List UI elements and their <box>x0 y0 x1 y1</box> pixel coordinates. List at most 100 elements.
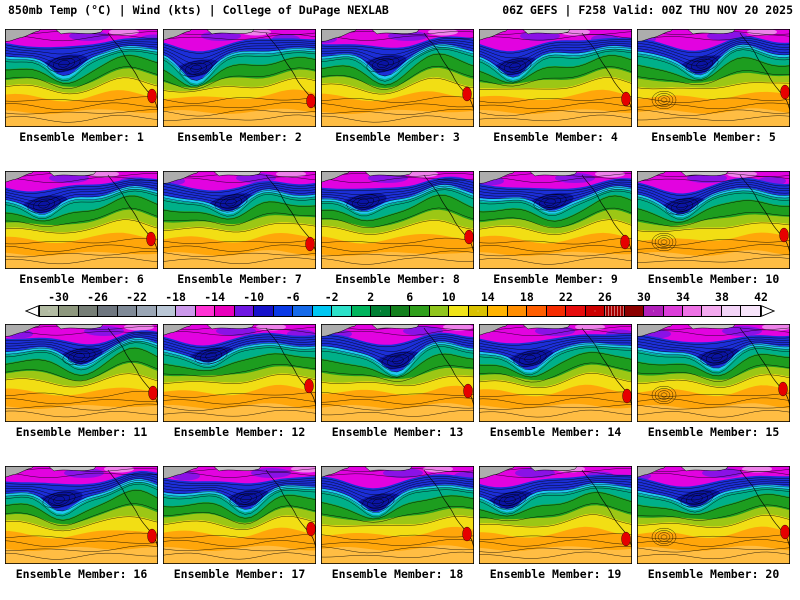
colorbar-segment <box>545 306 566 316</box>
colorbar-segment <box>233 306 254 316</box>
colorbar-tick-label: -30 <box>48 290 69 304</box>
weather-map-svg <box>321 171 474 269</box>
ensemble-panel-11: Ensemble Member: 11 <box>5 324 158 439</box>
map-member-17 <box>163 466 316 564</box>
colorbar-tick-label: 22 <box>558 290 573 304</box>
weather-map-svg <box>479 324 632 422</box>
colorbar-segment <box>584 306 605 316</box>
ensemble-panel-8: Ensemble Member: 8 <box>321 171 474 286</box>
map-member-14 <box>479 324 632 422</box>
colorbar-segment <box>175 306 195 316</box>
colorbar-tick-label: -2 <box>324 290 339 304</box>
panel-caption-9: Ensemble Member: 9 <box>493 272 618 286</box>
colorbar-segment <box>194 306 215 316</box>
colorbar-tick-label: -26 <box>87 290 108 304</box>
weather-map-svg <box>321 466 474 564</box>
panel-caption-20: Ensemble Member: 20 <box>647 567 780 581</box>
colorbar-arrow-right-icon <box>761 305 775 317</box>
colorbar-segment <box>370 306 390 316</box>
ensemble-panel-10: Ensemble Member: 10 <box>637 171 790 286</box>
weather-map-svg <box>637 466 790 564</box>
map-member-7 <box>163 171 316 269</box>
weather-map-svg <box>5 29 158 127</box>
colorbar-segment <box>155 306 176 316</box>
map-member-4 <box>479 29 632 127</box>
colorbar-segment <box>448 306 468 316</box>
map-member-1 <box>5 29 158 127</box>
colorbar-segment <box>506 306 527 316</box>
colorbar-tick-label: 2 <box>367 290 375 304</box>
colorbar-tick-label: -18 <box>165 290 186 304</box>
ensemble-panel-12: Ensemble Member: 12 <box>163 324 316 439</box>
weather-map-svg <box>163 466 316 564</box>
colorbar-tick-label: 26 <box>597 290 612 304</box>
panel-caption-17: Ensemble Member: 17 <box>173 567 306 581</box>
weather-map-svg <box>479 466 632 564</box>
colorbar-segment <box>58 306 78 316</box>
colorbar-segment <box>272 306 293 316</box>
panel-caption-5: Ensemble Member: 5 <box>651 130 776 144</box>
colorbar-segment <box>136 306 156 316</box>
panel-caption-4: Ensemble Member: 4 <box>493 130 618 144</box>
map-member-10 <box>637 171 790 269</box>
panel-caption-12: Ensemble Member: 12 <box>173 425 306 439</box>
colorbar-segment <box>701 306 721 316</box>
panel-caption-16: Ensemble Member: 16 <box>15 567 148 581</box>
colorbar-segment <box>292 306 312 316</box>
colorbar-tick-label: 30 <box>636 290 651 304</box>
map-member-8 <box>321 171 474 269</box>
weather-map-svg <box>321 29 474 127</box>
ensemble-panel-5: Ensemble Member: 5 <box>637 29 790 144</box>
colorbar-segment <box>311 306 332 316</box>
panel-caption-19: Ensemble Member: 19 <box>489 567 622 581</box>
panel-caption-18: Ensemble Member: 18 <box>331 567 464 581</box>
map-member-6 <box>5 171 158 269</box>
ensemble-row-2: Ensemble Member: 6 Ensemble Member: 7 Ense… <box>5 171 790 286</box>
panel-caption-10: Ensemble Member: 10 <box>647 272 780 286</box>
colorbar-segment <box>604 306 624 316</box>
weather-map-svg <box>163 29 316 127</box>
ensemble-panel-17: Ensemble Member: 17 <box>163 466 316 581</box>
colorbar-tick-label: 6 <box>406 290 414 304</box>
panel-caption-14: Ensemble Member: 14 <box>489 425 622 439</box>
ensemble-panel-19: Ensemble Member: 19 <box>479 466 632 581</box>
weather-map-svg <box>479 171 632 269</box>
ensemble-panel-20: Ensemble Member: 20 <box>637 466 790 581</box>
map-member-15 <box>637 324 790 422</box>
colorbar-segment <box>643 306 663 316</box>
colorbar-tick-label: 18 <box>519 290 534 304</box>
weather-map-svg <box>5 171 158 269</box>
header: 850mb Temp (°C) | Wind (kts) | College o… <box>8 3 793 17</box>
map-member-16 <box>5 466 158 564</box>
panel-caption-13: Ensemble Member: 13 <box>331 425 464 439</box>
colorbar-segment <box>331 306 351 316</box>
temperature-colorbar: -30 -26 -22 -18 -14 -10 -6 -2 2 6 10 14 18 22 26 30 34 38… <box>25 291 775 319</box>
colorbar-segment <box>428 306 449 316</box>
weather-map-svg <box>163 324 316 422</box>
colorbar-tick-label: 10 <box>441 290 456 304</box>
colorbar-tick-labels: -30 -26 -22 -18 -14 -10 -6 -2 2 6 10 14 18 22 26 30 34 38… <box>39 290 768 304</box>
panel-caption-8: Ensemble Member: 8 <box>335 272 460 286</box>
weather-map-svg <box>479 29 632 127</box>
weather-map-svg <box>5 466 158 564</box>
ensemble-row-4: Ensemble Member: 16 Ensemble Member: 17 En… <box>5 466 790 581</box>
colorbar-segment <box>565 306 585 316</box>
colorbar-segment <box>623 306 644 316</box>
ensemble-row-3: Ensemble Member: 11 Ensemble Member: 12 En… <box>5 324 790 439</box>
header-left-title: 850mb Temp (°C) | Wind (kts) | College o… <box>8 3 389 17</box>
colorbar-segment <box>350 306 371 316</box>
map-member-9 <box>479 171 632 269</box>
colorbar-segment <box>681 306 702 316</box>
ensemble-panel-6: Ensemble Member: 6 <box>5 171 158 286</box>
colorbar-segment <box>409 306 429 316</box>
colorbar-tick-label: 42 <box>754 290 768 304</box>
panel-caption-11: Ensemble Member: 11 <box>15 425 148 439</box>
map-member-12 <box>163 324 316 422</box>
colorbar-segment <box>526 306 546 316</box>
ensemble-panel-16: Ensemble Member: 16 <box>5 466 158 581</box>
panel-caption-2: Ensemble Member: 2 <box>177 130 302 144</box>
panel-caption-7: Ensemble Member: 7 <box>177 272 302 286</box>
weather-map-svg <box>637 171 790 269</box>
ensemble-panel-15: Ensemble Member: 15 <box>637 324 790 439</box>
